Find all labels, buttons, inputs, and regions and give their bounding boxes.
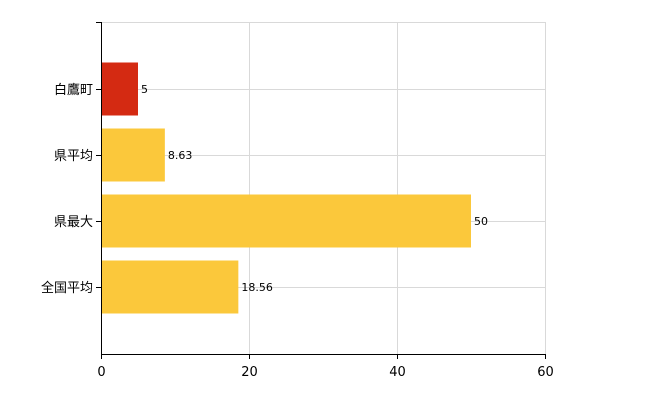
label-layer: 5 白鷹町 8.63 県平均 50 県最大 18.56 全国平均 0 20 40 60 (41, 82, 554, 380)
bar-layer (102, 62, 471, 314)
x-tick-label: 60 (537, 365, 554, 380)
x-tick-label: 0 (97, 365, 105, 380)
bar (102, 128, 165, 182)
bar (102, 194, 471, 248)
y-tick-label: 県平均 (54, 149, 93, 164)
y-tick-label: 白鷹町 (54, 82, 93, 98)
x-tick-label: 20 (241, 365, 258, 380)
y-tick-label: 全国平均 (41, 280, 93, 296)
bar-value-label: 8.63 (168, 149, 193, 162)
bar (102, 62, 138, 116)
x-tick-label: 40 (389, 365, 406, 380)
y-tick-label: 県最大 (54, 215, 93, 230)
bar-value-label: 50 (474, 215, 488, 228)
axis-layer (96, 22, 546, 359)
bar-value-label: 18.56 (241, 281, 273, 294)
bar (102, 260, 239, 314)
bar-value-label: 5 (141, 83, 148, 96)
